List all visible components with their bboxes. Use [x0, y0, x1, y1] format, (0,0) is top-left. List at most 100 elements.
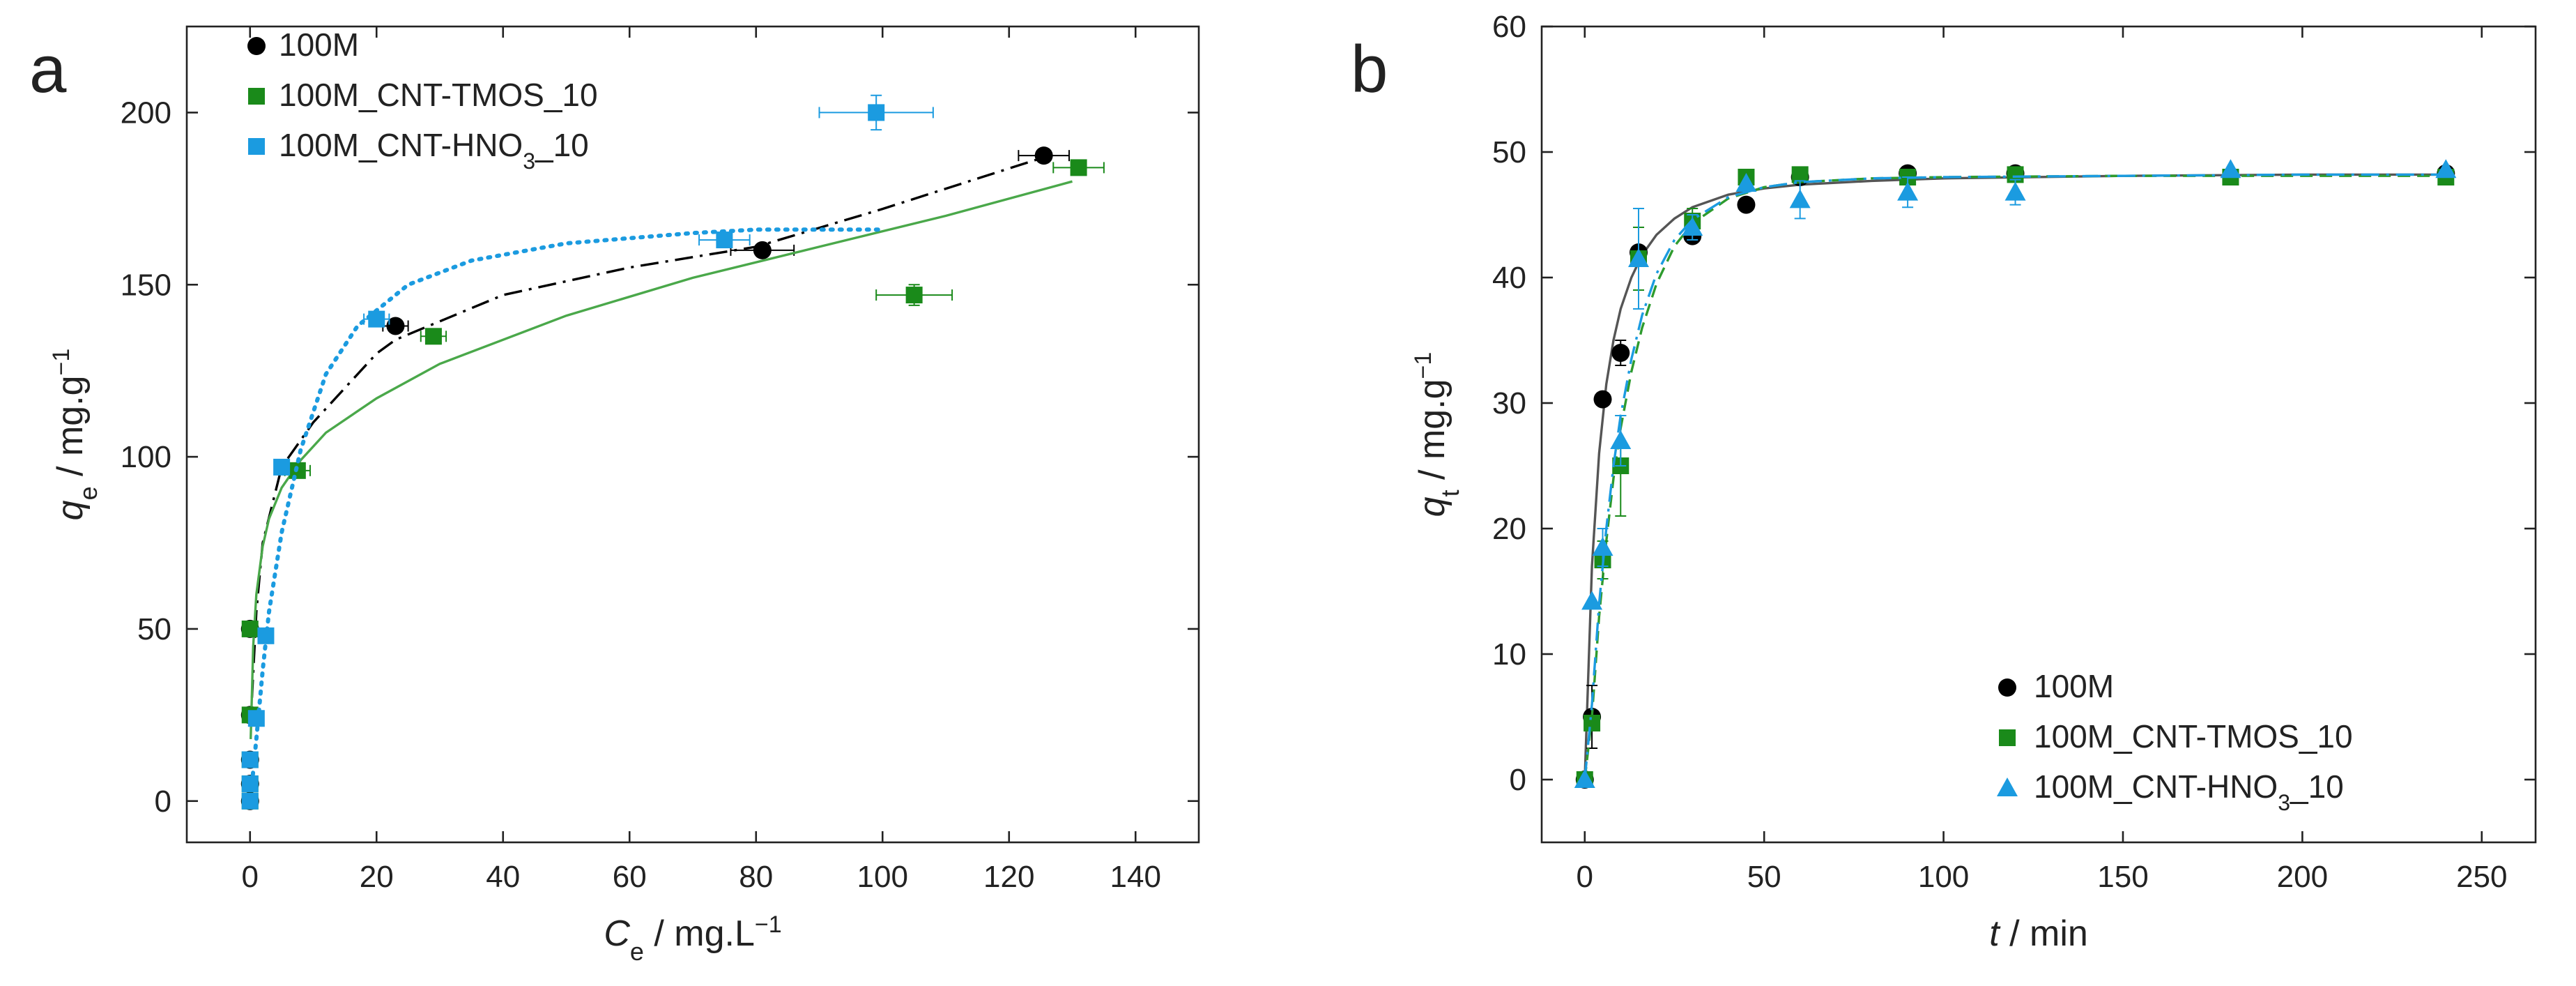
data-point: [1593, 390, 1612, 409]
data-point: [1735, 173, 1757, 192]
x-tick-label: 250: [2456, 860, 2507, 894]
legend-label: 100M: [279, 26, 359, 63]
y-axis-label-symbol: q: [50, 500, 91, 520]
x-axis-label-superscript: −1: [755, 911, 782, 938]
data-point: [368, 310, 385, 328]
x-axis-label-unit: / min: [2000, 913, 2088, 954]
series-0: [240, 146, 1070, 810]
y-axis-label: qe / mg.g−1: [48, 349, 102, 521]
data-point: [1897, 181, 1919, 201]
data-point: [716, 232, 733, 249]
x-axis-label-symbol: C: [604, 913, 630, 954]
legend-label: 100M_CNT-TMOS_10: [2034, 718, 2353, 754]
x-tick-label: 120: [983, 860, 1034, 894]
legend-label: 100M_CNT-HNO3_10: [279, 127, 589, 174]
data-point: [1610, 430, 1632, 449]
data-point: [1789, 189, 1811, 208]
y-axis-label-superscript: −1: [1410, 352, 1436, 379]
data-point: [273, 458, 291, 476]
y-tick-label: 50: [137, 612, 171, 646]
legend-label-subscript: 3: [2278, 790, 2290, 815]
legend-marker: [1998, 678, 2016, 697]
fit-line: [250, 227, 885, 787]
legend-label-subscript: 3: [523, 149, 535, 174]
legend-marker: [248, 138, 265, 155]
series-2: [1574, 159, 2457, 788]
data-point: [257, 627, 275, 644]
data-point: [241, 775, 259, 793]
y-tick-label: 60: [1492, 10, 1526, 44]
data-point: [1627, 248, 1649, 267]
data-point: [1682, 217, 1703, 236]
data-point: [1581, 591, 1603, 610]
x-tick-label: 40: [486, 860, 520, 894]
data-point: [1737, 195, 1756, 214]
series-1: [241, 159, 1105, 810]
panel-b-letter: b: [1351, 32, 1388, 107]
legend-label-name: 100M: [279, 26, 359, 63]
legend-marker: [1997, 778, 2018, 796]
data-point: [247, 710, 265, 727]
y-axis-label-superscript: −1: [48, 349, 75, 376]
data-point: [905, 287, 923, 304]
data-point: [2435, 159, 2457, 179]
legend-label-name: 100M_CNT-TMOS_10: [2034, 718, 2353, 754]
data-point: [386, 317, 405, 335]
x-tick-label: 0: [242, 860, 259, 894]
x-tick-label: 60: [613, 860, 647, 894]
x-tick-label: 100: [857, 860, 908, 894]
x-tick-label: 150: [2097, 860, 2148, 894]
legend: 100M 100M_CNT-TMOS_10 100M_CNT-HNO3_10: [1997, 668, 2353, 815]
legend-label-name: 100M_CNT-HNO: [279, 127, 523, 163]
legend-label-name: 100M: [2034, 668, 2114, 704]
x-tick-label: 80: [739, 860, 773, 894]
legend-label: 100M_CNT-TMOS_10: [279, 77, 598, 113]
y-axis-label: qt / mg.g−1: [1410, 352, 1464, 517]
y-axis-label-symbol: q: [1412, 496, 1452, 517]
legend-label: 100M_CNT-HNO3_10: [2034, 768, 2344, 815]
plot-frame: [185, 25, 1200, 844]
legend-label-name: 100M_CNT-HNO: [2034, 768, 2278, 805]
data-point: [753, 241, 772, 259]
x-axis-label-subscript: e: [630, 937, 644, 966]
panel-a-letter: a: [29, 32, 67, 107]
fit-line: [250, 156, 1045, 698]
y-tick-label: 20: [1492, 512, 1526, 546]
series-0: [1575, 164, 2455, 789]
data-point: [2004, 181, 2026, 201]
data-point: [241, 620, 259, 637]
plot-frame: [1540, 25, 2537, 844]
y-tick-label: 0: [1510, 763, 1526, 797]
data-point: [868, 104, 885, 121]
data-point: [1574, 769, 1595, 788]
x-axis-label-unit: / mg.L: [644, 913, 755, 954]
legend-label: 100M: [2034, 668, 2114, 704]
y-tick-label: 30: [1492, 386, 1526, 420]
x-tick-label: 0: [1577, 860, 1593, 894]
legend-marker: [1999, 729, 2016, 746]
legend-label-name: 100M_CNT-TMOS_10: [279, 77, 598, 113]
data-point: [1034, 146, 1053, 165]
data-point: [1584, 715, 1601, 731]
legend-marker: [248, 88, 265, 105]
data-point: [1070, 159, 1087, 176]
y-tick-label: 0: [155, 784, 171, 819]
fit-line: [1584, 173, 2446, 780]
x-tick-label: 140: [1110, 860, 1161, 894]
x-tick-label: 200: [2277, 860, 2328, 894]
data-point: [241, 792, 259, 810]
y-tick-label: 200: [121, 96, 171, 130]
x-axis-label-symbol: t: [1989, 913, 2001, 954]
x-tick-label: 20: [360, 860, 394, 894]
y-tick-label: 150: [121, 268, 171, 302]
y-axis-label-unit: / mg.g: [1412, 379, 1452, 490]
series-2: [241, 94, 934, 810]
y-axis-label-subscript: e: [74, 486, 102, 500]
x-axis-label: t / min: [1989, 913, 2088, 954]
y-axis-label-subscript: t: [1436, 490, 1464, 496]
x-tick-label: 100: [1918, 860, 1969, 894]
y-tick-label: 10: [1492, 637, 1526, 672]
legend-label-suffix: _10: [2290, 768, 2344, 805]
